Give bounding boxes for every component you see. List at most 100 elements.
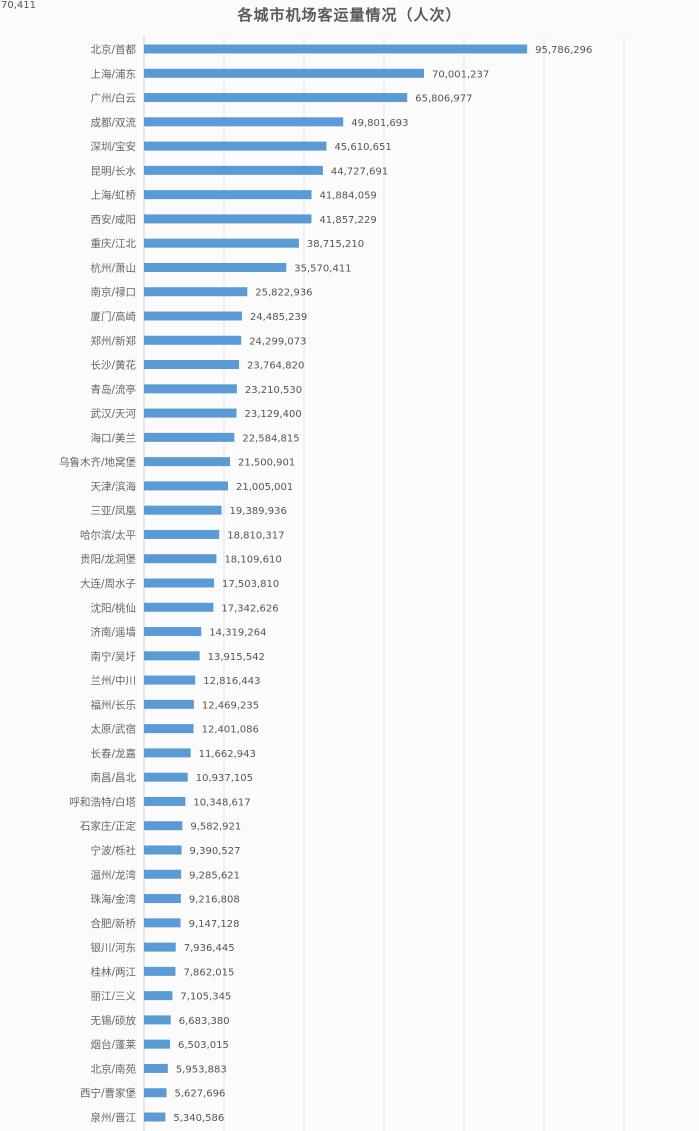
category-label: 贵阳/龙洞堡 [80, 553, 137, 566]
bar [144, 262, 287, 272]
value-label: 23,764,820 [247, 361, 304, 372]
category-label: 合肥/新桥 [90, 917, 136, 930]
value-label: 12,816,443 [203, 676, 260, 687]
bar [144, 942, 176, 952]
bar [144, 190, 312, 200]
category-label: 昆明/长水 [90, 165, 136, 177]
category-label: 广州/白云 [90, 92, 136, 105]
bar [144, 845, 182, 855]
value-label: 18,810,317 [227, 530, 284, 541]
category-label: 北京/首都 [90, 43, 136, 56]
bar [144, 384, 237, 394]
category-label: 重庆/江北 [90, 237, 136, 250]
category-label: 乌鲁木齐/地窝堡 [59, 456, 137, 469]
category-label: 桂林/两江 [90, 965, 136, 978]
value-label: 12,469,235 [202, 700, 259, 711]
bar [144, 141, 327, 151]
value-label: 70,001,237 [432, 69, 489, 80]
bar [144, 869, 182, 879]
bar [144, 93, 408, 103]
bar [144, 796, 186, 806]
chart-title: 各城市机场客运量情况（人次） [237, 6, 462, 24]
bar [144, 554, 217, 564]
bar [144, 1039, 171, 1049]
value-label: 17,342,626 [221, 603, 278, 614]
category-label: 南宁/吴圩 [90, 650, 136, 663]
value-label: 7,862,015 [183, 967, 234, 978]
category-label: 杭州/萧山 [90, 261, 136, 274]
category-label: 成都/双流 [90, 116, 136, 129]
value-label: 6,503,015 [178, 1040, 229, 1051]
value-label: 44,727,691 [331, 166, 388, 177]
bar [144, 481, 229, 491]
category-label: 珠海/金湾 [90, 893, 136, 906]
bar [144, 287, 248, 297]
bar [144, 238, 299, 248]
value-label: 22,584,815 [242, 433, 299, 444]
value-label: 5,627,696 [175, 1089, 226, 1100]
category-label: 南昌/昌北 [90, 771, 136, 784]
value-label: 45,610,651 [334, 142, 391, 153]
category-label: 银川/河东 [90, 941, 136, 954]
category-label: 沈阳/桃仙 [90, 601, 136, 614]
value-label: 17,503,810 [222, 579, 279, 590]
value-label: 9,147,128 [189, 919, 240, 930]
bar [144, 748, 191, 758]
value-label: 7,936,445 [184, 943, 235, 954]
bar [144, 529, 220, 539]
bar [144, 408, 237, 418]
bar [144, 360, 240, 370]
bar [144, 432, 235, 442]
bar [144, 966, 176, 976]
value-label: 49,801,693 [351, 118, 408, 129]
category-label: 西安/咸阳 [90, 213, 136, 226]
bar [144, 602, 214, 612]
bar [144, 675, 196, 685]
bar [144, 699, 194, 709]
value-label: 9,285,621 [189, 870, 240, 881]
bar [144, 772, 188, 782]
category-label: 济南/遥墙 [90, 626, 136, 639]
category-label: 太原/武宿 [90, 723, 136, 736]
bar [144, 1063, 168, 1073]
category-label: 大连/周水子 [80, 577, 136, 590]
bar [144, 627, 202, 637]
value-label: 6,683,380 [179, 1016, 230, 1027]
value-label: 5,340,586 [173, 1113, 224, 1124]
bar [144, 44, 528, 54]
value-label: 41,857,229 [319, 215, 376, 226]
category-label: 南京/禄口 [90, 286, 136, 299]
value-label: 95,786,296 [535, 45, 592, 56]
bar [144, 117, 344, 127]
bar [144, 214, 312, 224]
category-label: 长沙/黄花 [90, 359, 136, 372]
bar [144, 894, 181, 904]
bar [144, 1015, 171, 1025]
value-label: 12,401,086 [202, 725, 259, 736]
clipped-value-label: 70,411 [1, 0, 36, 11]
bar [144, 505, 222, 515]
bar [144, 165, 323, 175]
value-label: 9,390,527 [190, 846, 241, 857]
category-label: 兰州/中川 [90, 674, 136, 687]
bar [144, 724, 194, 734]
value-label: 10,937,105 [196, 773, 253, 784]
bar [144, 918, 181, 928]
bar [144, 1088, 167, 1098]
bar [144, 335, 242, 345]
bar [144, 991, 173, 1001]
category-label: 丽江/三义 [90, 991, 136, 1003]
value-label: 21,500,901 [238, 458, 295, 469]
value-label: 14,319,264 [209, 628, 266, 639]
category-label: 上海/浦东 [90, 67, 136, 80]
value-label: 5,953,883 [176, 1064, 227, 1075]
bar [144, 457, 231, 467]
bar [144, 651, 200, 661]
value-label: 9,582,921 [190, 822, 241, 833]
category-label: 上海/虹桥 [90, 189, 136, 202]
category-label: 呼和浩特/白塔 [69, 795, 136, 808]
category-label: 哈尔滨/太平 [80, 528, 136, 541]
value-label: 24,485,239 [250, 312, 307, 323]
value-label: 9,216,808 [189, 895, 240, 906]
